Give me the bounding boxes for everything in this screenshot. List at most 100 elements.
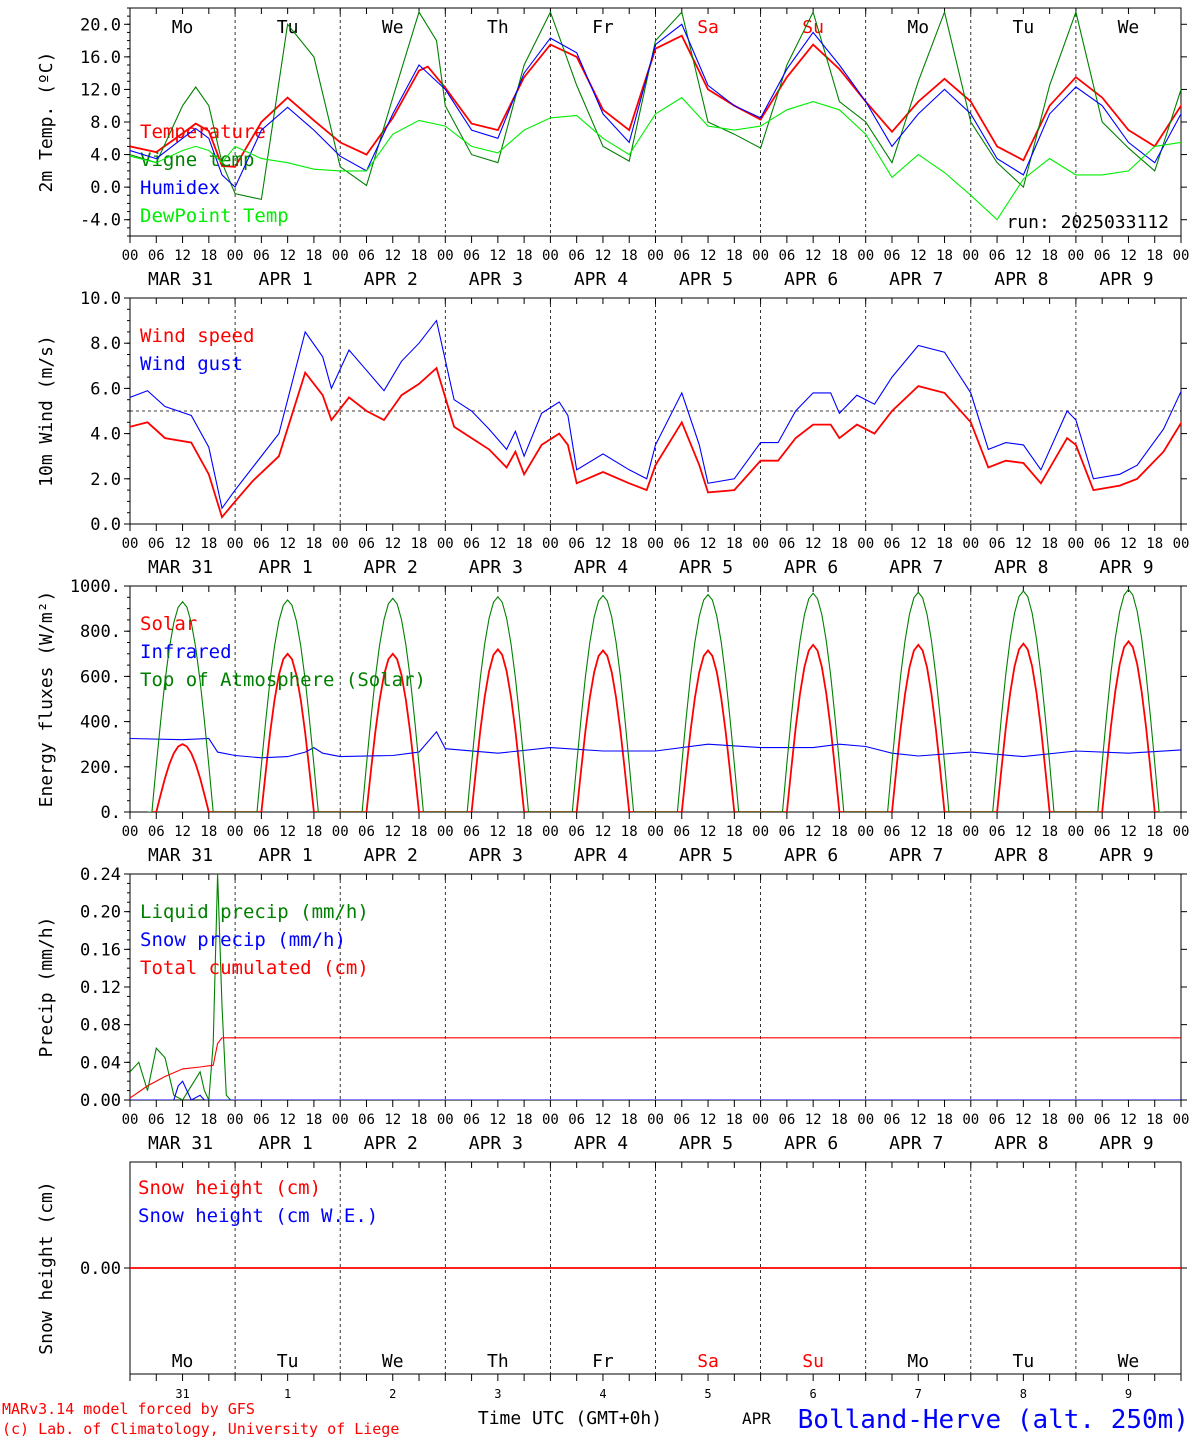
- day-name: Fr: [592, 1351, 614, 1372]
- hour-label: 00: [437, 1112, 454, 1128]
- day-name: Mo: [907, 17, 929, 38]
- hour-label: 12: [384, 824, 401, 840]
- y-axis-label: 10m Wind (m/s): [36, 335, 57, 487]
- date-label: MAR 31: [148, 1133, 213, 1154]
- day-name: Sa: [697, 17, 719, 38]
- day-name: Mo: [172, 1351, 194, 1372]
- hour-label: 18: [621, 824, 638, 840]
- series-line-top-of-atmosphere-solar-: [147, 588, 1164, 812]
- hour-label: 06: [989, 536, 1006, 552]
- hour-label: 06: [358, 536, 375, 552]
- legend-entry: Infrared: [140, 641, 232, 663]
- date-label: APR 8: [994, 557, 1048, 578]
- hour-label: 12: [279, 248, 296, 264]
- date-label: APR 8: [994, 1133, 1048, 1154]
- hour-label: 12: [174, 824, 191, 840]
- hour-label: 00: [1067, 248, 1084, 264]
- y-tick-label: 0.00: [80, 1259, 121, 1279]
- hour-label: 18: [831, 248, 848, 264]
- series-line-temperature: [130, 34, 1181, 168]
- hour-label: 00: [542, 248, 559, 264]
- hour-label: 06: [463, 536, 480, 552]
- day-number: 9: [1125, 1387, 1132, 1401]
- hour-label: 18: [1041, 536, 1058, 552]
- date-label: APR 2: [364, 1133, 418, 1154]
- hour-label: 06: [253, 248, 270, 264]
- day-name: Tu: [1013, 17, 1035, 38]
- hour-label: 06: [989, 824, 1006, 840]
- hour-label: 06: [884, 1112, 901, 1128]
- y-tick-label: 0.00: [80, 1091, 121, 1111]
- hour-label: 18: [936, 536, 953, 552]
- hour-label: 12: [910, 824, 927, 840]
- hour-label: 06: [673, 248, 690, 264]
- hour-label: 12: [805, 248, 822, 264]
- legend-entry: Humidex: [140, 177, 220, 199]
- date-label: APR 6: [784, 845, 838, 866]
- hour-label: 06: [989, 248, 1006, 264]
- hour-label: 12: [174, 248, 191, 264]
- hour-label: 18: [726, 536, 743, 552]
- hour-label: 12: [279, 1112, 296, 1128]
- day-name: Mo: [907, 1351, 929, 1372]
- hour-label: 00: [227, 248, 244, 264]
- date-label: APR 7: [889, 269, 943, 290]
- hour-label: 18: [305, 1112, 322, 1128]
- hour-label: 00: [647, 1112, 664, 1128]
- hour-label: 06: [253, 1112, 270, 1128]
- hour-label: 12: [1120, 1112, 1137, 1128]
- hour-label: 18: [1041, 1112, 1058, 1128]
- hour-label: 00: [542, 824, 559, 840]
- y-tick-label: 12.0: [80, 80, 121, 100]
- hour-label: 06: [463, 248, 480, 264]
- hour-label: 06: [778, 248, 795, 264]
- hour-label: 12: [174, 536, 191, 552]
- date-label: APR 3: [469, 1133, 523, 1154]
- y-tick-label: 10.0: [80, 289, 121, 309]
- day-name: Sa: [697, 1351, 719, 1372]
- y-tick-label: 0.24: [80, 865, 121, 885]
- series-line-humidex: [130, 23, 1181, 189]
- hour-label: 12: [384, 248, 401, 264]
- hour-label: 06: [989, 1112, 1006, 1128]
- hour-label: 00: [857, 248, 874, 264]
- date-label: APR 7: [889, 1133, 943, 1154]
- hour-label: 12: [279, 824, 296, 840]
- hour-label: 00: [962, 824, 979, 840]
- legend-entry: Solar: [140, 613, 197, 635]
- hour-label: 12: [1015, 248, 1032, 264]
- series-line-dewpoint-temp: [130, 96, 1181, 221]
- y-tick-label: 600.: [80, 667, 121, 687]
- hour-label: 06: [568, 1112, 585, 1128]
- day-name: We: [382, 1351, 404, 1372]
- hour-label: 12: [700, 1112, 717, 1128]
- y-tick-label: 0.0: [90, 178, 121, 198]
- day-number: 8: [1020, 1387, 1027, 1401]
- y-tick-label: 8.0: [90, 334, 121, 354]
- hour-label: 00: [227, 1112, 244, 1128]
- day-number: 5: [704, 1387, 711, 1401]
- date-label: APR 6: [784, 269, 838, 290]
- day-name: Tu: [1013, 1351, 1035, 1372]
- hour-label: 18: [516, 824, 533, 840]
- hour-label: 06: [358, 1112, 375, 1128]
- y-tick-label: 0.20: [80, 903, 121, 923]
- date-label: APR 6: [784, 1133, 838, 1154]
- date-label: APR 9: [1099, 557, 1153, 578]
- y-axis-label: 2m Temp. (ºC): [36, 52, 57, 193]
- legend-entry: Total cumulated (cm): [140, 957, 369, 979]
- hour-label: 18: [200, 536, 217, 552]
- hour-label: 18: [831, 536, 848, 552]
- month-label: APR: [742, 1409, 771, 1428]
- hour-label: 00: [437, 248, 454, 264]
- series-line-total-cumulated-cm-: [130, 1037, 1181, 1099]
- date-label: APR 3: [469, 557, 523, 578]
- day-number: 31: [175, 1387, 189, 1401]
- y-tick-label: 20.0: [80, 15, 121, 35]
- hour-label: 12: [910, 248, 927, 264]
- date-label: APR 4: [574, 269, 628, 290]
- hour-label: 06: [1094, 536, 1111, 552]
- run-label: run: 2025033112: [1006, 212, 1169, 233]
- hour-label: 18: [1041, 248, 1058, 264]
- y-axis-label: Snow height (cm): [36, 1181, 57, 1354]
